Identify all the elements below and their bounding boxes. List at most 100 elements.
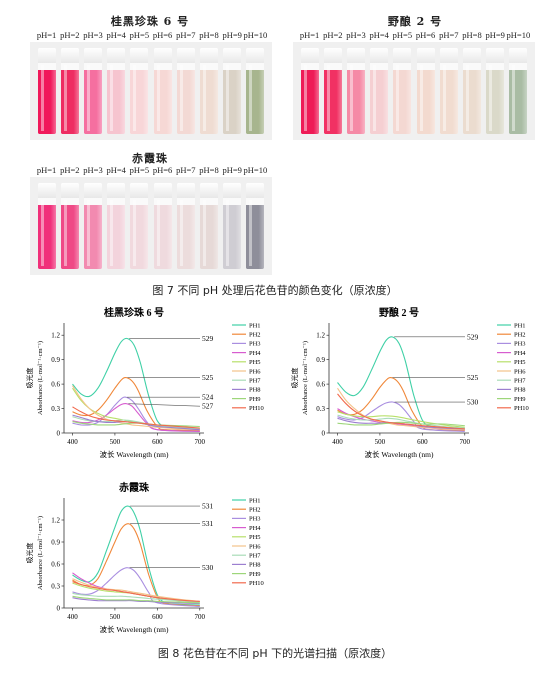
ph-label: pH=4 — [106, 165, 126, 175]
x-tick-label: 700 — [195, 438, 206, 446]
vial — [84, 48, 102, 134]
series-line-ph7 — [72, 592, 200, 603]
series-line-ph1 — [72, 337, 200, 430]
legend-entry: PH6 — [514, 368, 526, 375]
vial — [130, 48, 149, 134]
legend-entry: PH10 — [514, 405, 529, 412]
vial — [223, 48, 242, 134]
vial — [153, 48, 172, 134]
ph-label: pH=8 — [199, 165, 219, 175]
legend-entry: PH7 — [249, 553, 261, 560]
peak-leader-line — [128, 403, 201, 407]
figure8-caption: 图 8 花色苷在不同 pH 下的光谱扫描（原浓度） — [157, 647, 393, 660]
legend-entry: PH8 — [249, 387, 261, 394]
legend-entry: PH1 — [249, 497, 261, 504]
y-axis-label-en: Absorbance (L·mol⁻¹·cm⁻¹) — [37, 341, 44, 415]
y-tick-label: 0.9 — [51, 356, 60, 364]
legend-entry: PH6 — [249, 543, 261, 550]
y-tick-label: 0.6 — [51, 561, 60, 569]
peak-label: 531 — [202, 502, 214, 511]
vial-photo-yeniang — [293, 42, 535, 140]
x-axis-label: 波长 Wavelength (nm) — [100, 449, 169, 459]
vial — [300, 48, 319, 134]
ph-label: pH=1 — [299, 30, 320, 40]
ph-label: pH=7 — [176, 165, 196, 175]
ph-label: pH=1 — [36, 30, 57, 40]
series-line-ph6 — [72, 578, 200, 602]
x-tick-label: 600 — [152, 438, 163, 446]
series-line-ph10 — [72, 406, 200, 429]
vial — [200, 48, 218, 134]
ph-label: pH=8 — [462, 30, 482, 40]
ph-label: pH=5 — [129, 30, 150, 40]
y-tick-label: 0.6 — [316, 381, 325, 389]
vial — [393, 48, 412, 134]
legend-entry: PH1 — [514, 322, 526, 329]
y-tick-label: 0.3 — [51, 583, 60, 591]
y-axis-label-en: Absorbance (L·mol⁻¹·cm⁻¹) — [37, 516, 44, 590]
peak-label: 524 — [202, 393, 214, 402]
legend-entry: PH9 — [514, 396, 526, 403]
legend-entry: PH2 — [249, 507, 261, 514]
legend-entry: PH6 — [249, 368, 261, 375]
vial — [347, 48, 365, 134]
ph-label: pH=4 — [369, 30, 389, 40]
series-line-ph3 — [337, 401, 465, 432]
x-axis-label: 波长 Wavelength (nm) — [100, 624, 169, 634]
y-tick-label: 0 — [57, 605, 61, 613]
vial — [176, 48, 195, 134]
y-tick-label: 1.2 — [316, 332, 325, 340]
ph-label: pH=2 — [60, 30, 80, 40]
ph-label: pH=5 — [392, 30, 413, 40]
chart-title: 桂黑珍珠 6 号 — [103, 306, 164, 319]
vial — [439, 48, 458, 134]
y-tick-label: 0 — [322, 430, 326, 438]
series-line-ph3 — [72, 567, 200, 608]
legend-entry: PH8 — [249, 562, 261, 569]
series-line-ph9 — [337, 421, 465, 427]
vial — [323, 48, 342, 134]
y-tick-label: 0.9 — [51, 539, 60, 547]
x-tick-label: 400 — [67, 613, 78, 621]
y-tick-label: 0.3 — [316, 405, 325, 413]
spectrum-chart-gui: 桂黑珍珠 6 号 400 500 600 700 0 0.3 0.6 0.9 1.2 波长 Wave… — [25, 306, 264, 459]
ph-label: pH=9 — [485, 30, 505, 40]
y-tick-label: 1.2 — [51, 517, 60, 525]
legend-entry: PH5 — [249, 359, 261, 366]
vial-photo-chixia — [30, 177, 272, 275]
legend-entry: PH3 — [249, 516, 261, 523]
ph-label: pH=6 — [152, 165, 173, 175]
peak-label: 525 — [467, 373, 479, 382]
vial — [60, 48, 79, 134]
series-line-ph3 — [72, 396, 200, 432]
series-line-ph10 — [72, 581, 200, 602]
vial-photo-gui — [30, 42, 272, 140]
ph-label: pH=10 — [506, 30, 531, 40]
x-tick-label: 500 — [110, 438, 121, 446]
vial — [246, 183, 265, 269]
legend-entry: PH5 — [514, 359, 526, 366]
ph-label: pH=7 — [176, 30, 196, 40]
series-line-ph5 — [337, 411, 465, 428]
vial — [223, 183, 242, 269]
y-axis-label-cn: 吸光度 — [290, 368, 299, 389]
legend-entry: PH3 — [514, 341, 526, 348]
peak-label: 525 — [202, 373, 214, 382]
spectrum-chart-yeniang: 野酿 2 号 400 500 600 700 0 0.3 0.6 0.9 1.2 波长 Wavele… — [290, 306, 529, 459]
vial — [130, 183, 149, 269]
x-tick-label: 600 — [152, 613, 163, 621]
vial — [153, 183, 172, 269]
x-axis-label: 波长 Wavelength (nm) — [365, 449, 434, 459]
vial — [37, 183, 56, 269]
ph-label: pH=2 — [60, 165, 80, 175]
ph-label: pH=5 — [129, 165, 150, 175]
vial — [60, 183, 79, 269]
legend-entry: PH4 — [249, 525, 261, 532]
ph-label: pH=9 — [222, 30, 242, 40]
legend-entry: PH2 — [514, 332, 526, 339]
vial — [84, 183, 102, 269]
peak-label: 530 — [467, 398, 479, 407]
ph-label: pH=1 — [36, 165, 57, 175]
ph-label: pH=6 — [152, 30, 173, 40]
ph-label: pH=3 — [346, 30, 366, 40]
